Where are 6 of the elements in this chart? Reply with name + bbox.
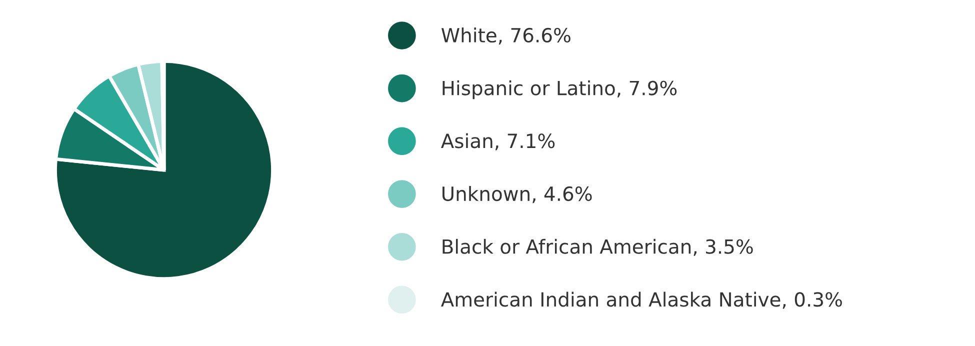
- legend-label: American Indian and Alaska Native, 0.3%: [440, 292, 842, 309]
- legend-label: Black or African American, 3.5%: [442, 238, 753, 256]
- legend-label: Hispanic or Latino, 7.9%: [442, 80, 677, 100]
- legend-label: White, 76.6%: [441, 28, 570, 45]
- legend-label: Unknown, 4.6%: [442, 186, 592, 204]
- legend-label: Asian, 7.1%: [440, 133, 555, 150]
